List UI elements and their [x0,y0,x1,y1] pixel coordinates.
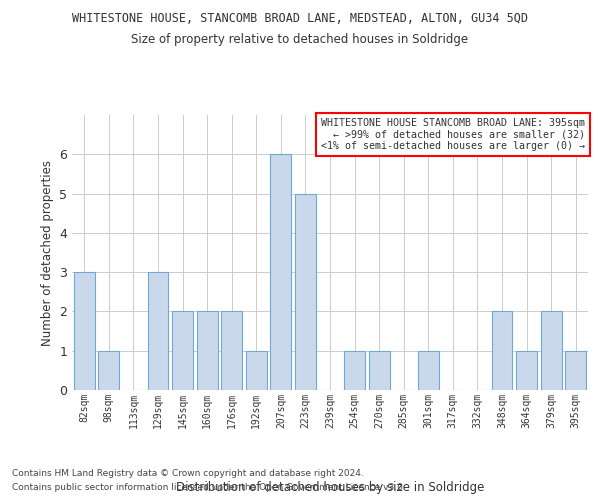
Bar [295,194,316,390]
Bar [344,350,365,390]
Bar [98,350,119,390]
Text: WHITESTONE HOUSE, STANCOMB BROAD LANE, MEDSTEAD, ALTON, GU34 5QD: WHITESTONE HOUSE, STANCOMB BROAD LANE, M… [72,12,528,26]
Text: Contains HM Land Registry data © Crown copyright and database right 2024.: Contains HM Land Registry data © Crown c… [12,468,364,477]
Bar [148,272,169,390]
Bar [516,350,537,390]
X-axis label: Distribution of detached houses by size in Soldridge: Distribution of detached houses by size … [176,481,484,494]
Bar [74,272,95,390]
Bar [565,350,586,390]
Y-axis label: Number of detached properties: Number of detached properties [41,160,53,346]
Text: Size of property relative to detached houses in Soldridge: Size of property relative to detached ho… [131,32,469,46]
Bar [541,312,562,390]
Bar [246,350,267,390]
Bar [221,312,242,390]
Bar [172,312,193,390]
Bar [418,350,439,390]
Text: Contains public sector information licensed under the Open Government Licence v3: Contains public sector information licen… [12,484,406,492]
Bar [368,350,389,390]
Bar [491,312,512,390]
Text: WHITESTONE HOUSE STANCOMB BROAD LANE: 395sqm
← >99% of detached houses are small: WHITESTONE HOUSE STANCOMB BROAD LANE: 39… [321,118,585,151]
Bar [271,154,292,390]
Bar [197,312,218,390]
